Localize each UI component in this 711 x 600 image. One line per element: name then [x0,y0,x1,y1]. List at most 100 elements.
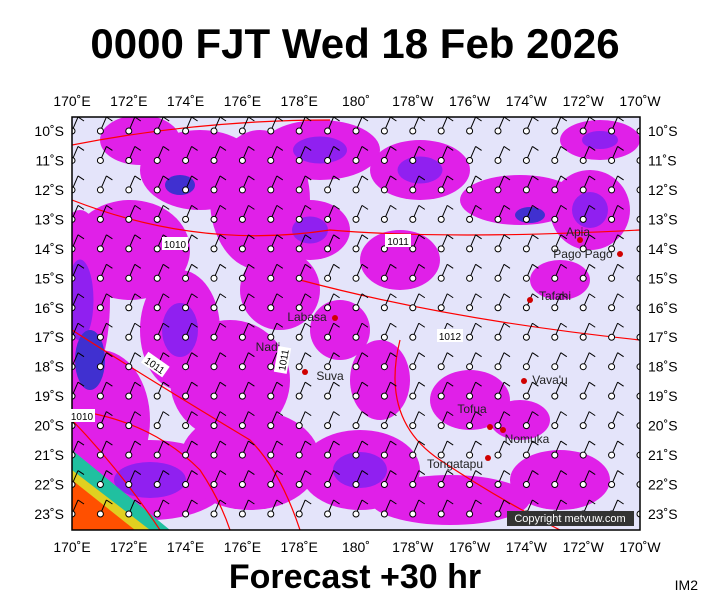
lon-label-top: 176˚E [224,93,261,109]
wind-barb [333,411,340,417]
wind-barb [304,204,312,210]
station [380,127,388,135]
wind-barb [588,322,596,328]
wind-barb [418,411,426,417]
wind-barb [276,263,284,269]
wind-barb [532,146,539,151]
wind-barb [418,293,426,299]
station [210,333,218,341]
wind-barb [560,204,568,210]
station [238,451,246,459]
station [380,274,388,282]
station [522,451,530,459]
wind-barb [248,352,255,358]
isobar-label-group: 1010 [69,409,95,423]
wind-barb [503,352,511,358]
place-dot [485,455,491,461]
precip-core [333,452,387,488]
wind-barb [475,381,482,387]
station [295,156,303,164]
wind-barb [361,263,369,269]
lon-label-top: 172˚W [563,93,605,109]
wind-barb [191,293,198,299]
wind-barb [276,293,284,299]
station [324,422,332,430]
wind-barb [418,470,426,475]
wind-barb [503,322,511,328]
station [409,481,417,489]
station [324,451,332,459]
wind-barb [446,470,454,475]
wind-barb [617,381,624,387]
wind-barb [276,204,284,210]
station [380,333,388,341]
wind-barb [134,263,142,269]
precip-core [293,136,347,164]
place-name: Pago Pago [553,247,613,261]
isobar [72,199,640,237]
wind-barb [219,322,227,328]
wind-barb [390,352,397,358]
station [267,274,275,282]
station [409,215,417,223]
wind-barb [617,204,624,210]
isobar-label: 1011 [387,237,409,248]
station [153,304,161,312]
wind-barb [304,293,312,299]
footer: Forecast +30 hr [229,558,481,596]
station [352,481,360,489]
wind-barb [304,440,312,446]
wind-barb [162,263,170,269]
station [210,127,218,135]
wind-barb [503,234,511,240]
station [522,333,530,341]
station [182,156,190,164]
station [182,186,190,194]
station [295,186,303,194]
wind-barb [503,204,511,210]
wind-barb [333,234,340,240]
wind-barb [191,499,198,505]
station [437,274,445,282]
wind-barb [390,175,397,181]
station [579,392,587,400]
wind-barb [106,293,113,299]
station [352,245,360,253]
wind-barb [276,322,284,328]
precip-blob [100,117,180,165]
wind-barb [646,323,652,327]
station [210,245,218,253]
station [608,304,616,312]
isobar-label-group: 1010 [162,237,188,251]
wind-barb [106,470,113,475]
wind-barb [77,352,85,358]
station [522,304,530,312]
lat-label-left: 18˚S [34,359,64,375]
wind-barb [532,411,539,417]
station [182,392,190,400]
station [551,333,559,341]
station [608,156,616,164]
wind-barb [503,175,511,181]
wind-barb [639,424,640,426]
precip-core [72,259,94,341]
station [96,215,104,223]
station [352,422,360,430]
station [153,422,161,430]
wind-barb [162,411,170,417]
wind-barb [646,146,652,150]
wind-barb [361,411,369,417]
wind-barb [532,440,539,446]
station [466,363,474,371]
station [210,215,218,223]
wind-barb [248,204,255,210]
station [352,392,360,400]
station [153,451,161,459]
wind-barb [475,499,482,505]
wind-barb [588,470,596,475]
station [466,245,474,253]
wind-barb [639,129,640,131]
wind-barb [446,175,454,181]
lat-label-right: 15˚S [648,270,678,286]
station [494,304,502,312]
